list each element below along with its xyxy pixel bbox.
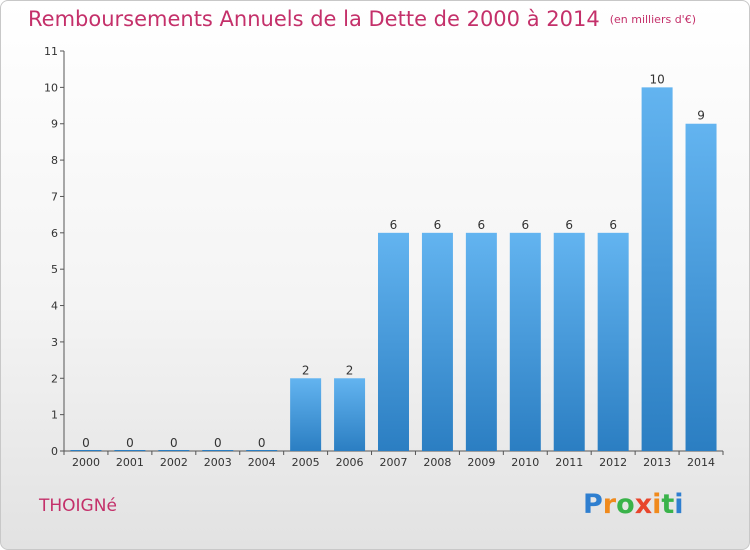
bar-2007 bbox=[378, 232, 409, 451]
data-label-2001: 0 bbox=[126, 436, 134, 450]
bar-2011 bbox=[553, 232, 585, 451]
bar-2012 bbox=[597, 232, 629, 451]
chart-title: Remboursements Annuels de la Dette de 20… bbox=[28, 7, 696, 31]
y-tick-label: 10 bbox=[44, 81, 58, 94]
data-label-2002: 0 bbox=[170, 436, 178, 450]
x-tick-label-2010: 2010 bbox=[511, 456, 539, 469]
y-tick-label: 5 bbox=[51, 263, 58, 276]
logo-letter: P bbox=[583, 489, 603, 520]
x-tick-label-2008: 2008 bbox=[423, 456, 451, 469]
data-label-2013: 10 bbox=[649, 72, 664, 86]
y-tick-label: 0 bbox=[51, 445, 58, 458]
y-tick-label: 3 bbox=[51, 336, 58, 349]
data-label-2006: 2 bbox=[346, 363, 354, 377]
x-tick-label-2006: 2006 bbox=[336, 456, 364, 469]
y-tick-label: 8 bbox=[51, 154, 58, 167]
chart-title-text: Remboursements Annuels de la Dette de 20… bbox=[28, 7, 600, 31]
bar-2009 bbox=[465, 232, 497, 451]
y-tick-label: 9 bbox=[51, 118, 58, 131]
y-tick-label: 7 bbox=[51, 190, 58, 203]
commune-name: THOIGNé bbox=[39, 496, 117, 516]
logo-letter: o bbox=[616, 489, 635, 520]
data-label-2010: 6 bbox=[521, 218, 529, 232]
data-label-2008: 6 bbox=[434, 218, 442, 232]
bar-2008 bbox=[421, 232, 453, 451]
bar-2006 bbox=[334, 378, 366, 451]
x-tick-label-2003: 2003 bbox=[204, 456, 232, 469]
data-label-2003: 0 bbox=[214, 436, 222, 450]
y-tick-label: 11 bbox=[44, 45, 58, 58]
logo-letter: r bbox=[602, 489, 617, 520]
data-label-2011: 6 bbox=[565, 218, 573, 232]
data-label-2012: 6 bbox=[609, 218, 617, 232]
x-tick-label-2012: 2012 bbox=[599, 456, 627, 469]
logo-letter: t bbox=[661, 489, 675, 520]
x-tick-label-2009: 2009 bbox=[467, 456, 495, 469]
x-tick-label-2001: 2001 bbox=[116, 456, 144, 469]
y-tick-label: 6 bbox=[51, 227, 58, 240]
data-label-2000: 0 bbox=[82, 436, 90, 450]
x-tick-label-2007: 2007 bbox=[380, 456, 408, 469]
x-tick-label-2005: 2005 bbox=[292, 456, 320, 469]
x-tick-label-2002: 2002 bbox=[160, 456, 188, 469]
x-tick-label-2004: 2004 bbox=[248, 456, 276, 469]
y-tick-label: 2 bbox=[51, 372, 58, 385]
unit-note: (en milliers d'€) bbox=[609, 13, 696, 26]
y-tick-label: 4 bbox=[51, 300, 58, 313]
x-tick-label-2014: 2014 bbox=[687, 456, 715, 469]
logo-letter: i bbox=[674, 489, 684, 520]
data-label-2007: 6 bbox=[390, 218, 398, 232]
data-label-2014: 9 bbox=[697, 109, 705, 123]
bar-2005 bbox=[290, 378, 322, 451]
logo-letter: x bbox=[634, 489, 653, 520]
bar-2013 bbox=[641, 87, 673, 451]
data-label-2004: 0 bbox=[258, 436, 266, 450]
data-label-2009: 6 bbox=[478, 218, 486, 232]
data-label-2005: 2 bbox=[302, 363, 310, 377]
x-tick-label-2011: 2011 bbox=[555, 456, 583, 469]
bar-2010 bbox=[509, 232, 541, 451]
y-tick-label: 1 bbox=[51, 409, 58, 422]
proxiti-logo: Proxiti bbox=[583, 489, 684, 520]
logo-letter: i bbox=[652, 489, 662, 520]
bar-2014 bbox=[685, 123, 717, 452]
x-tick-label-2000: 2000 bbox=[72, 456, 100, 469]
x-tick-label-2013: 2013 bbox=[643, 456, 671, 469]
